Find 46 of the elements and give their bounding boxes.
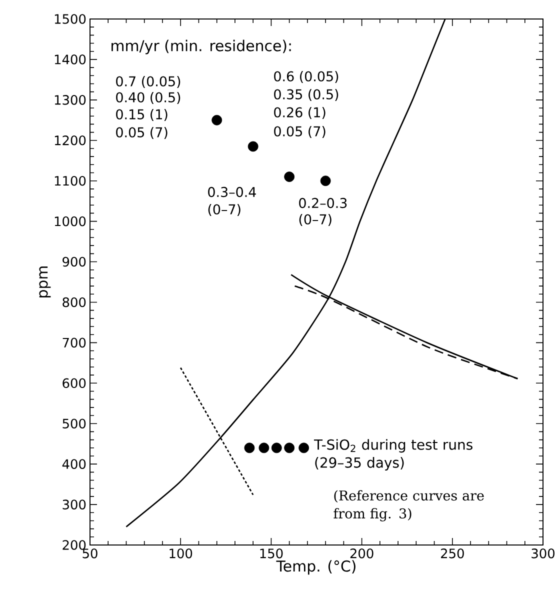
- x-tick-label: 300: [532, 548, 554, 558]
- point: [271, 442, 282, 454]
- y-tick-label: 1100: [54, 176, 86, 186]
- point: [248, 141, 258, 152]
- annotation: 0.2–0.3: [299, 198, 347, 208]
- annotation: (Reference curves are from fig. 3): [334, 490, 484, 522]
- annotation: 0.7 (0.05): [116, 76, 180, 88]
- y-tick-label: 1300: [54, 95, 86, 105]
- y-tick-label: 1000: [54, 216, 86, 226]
- annotation: 0.26 (1): [274, 107, 326, 119]
- y-tick-label: 500: [62, 418, 86, 429]
- y-tick-label: 1200: [54, 135, 86, 146]
- series-label: T-SiO$_{2}$ during test runs (29–35 days): [314, 439, 472, 471]
- point: [320, 176, 331, 186]
- annotation: 0.05 (7): [274, 126, 326, 138]
- point: [298, 442, 310, 454]
- annotation: 0.35 (0.5): [274, 89, 338, 101]
- x-tick-label: 100: [170, 548, 192, 558]
- y-tick-label: 200: [62, 540, 86, 550]
- annotation: mm/yr (min. residence):: [112, 40, 291, 54]
- y-tick-label: 700: [62, 338, 86, 348]
- y-tick-label: 1500: [54, 14, 86, 24]
- x-tick-label: 250: [440, 548, 464, 558]
- y-tick-label: 400: [62, 459, 86, 469]
- point: [244, 442, 255, 454]
- y-tick-label: 900: [62, 256, 86, 267]
- annotation: (0–7): [208, 204, 240, 216]
- x-tick-label: 200: [350, 548, 374, 558]
- annotation: 0.15 (1): [116, 109, 168, 121]
- x-axis-title: Temp. (°C): [276, 560, 356, 575]
- annotation: 0.6 (0.05): [274, 71, 338, 83]
- y-axis-title: ppm: [39, 266, 51, 298]
- x-tick-label: 50: [82, 548, 98, 558]
- annotation: 0.40 (0.5): [116, 92, 180, 104]
- y-tick-label: 800: [62, 297, 86, 308]
- y-tick-label: 300: [62, 500, 86, 510]
- x-tick-label: 150: [260, 548, 283, 558]
- point: [258, 442, 270, 454]
- point: [284, 172, 295, 182]
- y-tick-label: 600: [62, 378, 86, 388]
- annotation: (0–7): [299, 214, 332, 226]
- point: [212, 114, 222, 126]
- y-tick-label: 1400: [54, 54, 86, 64]
- annotation: 0.3–0.4: [208, 186, 256, 198]
- annotation: 0.05 (7): [116, 127, 168, 139]
- point: [284, 442, 295, 454]
